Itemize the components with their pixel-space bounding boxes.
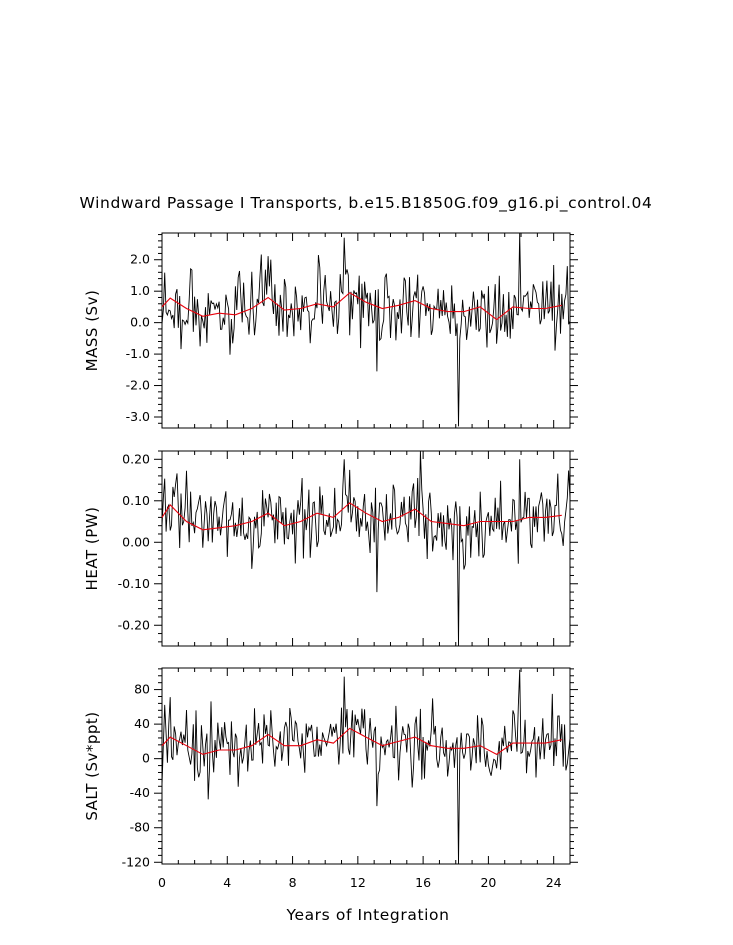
- x-tick-label: 24: [546, 875, 562, 890]
- y-tick-label: 40: [134, 716, 150, 731]
- y-tick-label: 0.10: [122, 493, 150, 508]
- x-tick-label: 12: [350, 875, 366, 890]
- panel-frame: [161, 450, 571, 647]
- x-tick-label: 16: [415, 875, 431, 890]
- y-tick-label: -80: [130, 820, 150, 835]
- y-axis-label-heat: HEAT (PW): [83, 507, 101, 591]
- x-tick-label: 0: [158, 875, 166, 890]
- y-axis-label-mass: MASS (Sv): [83, 290, 101, 372]
- y-tick-label: 80: [134, 682, 150, 697]
- y-tick-label: 1.0: [130, 283, 150, 298]
- y-tick-label: 0.0: [130, 315, 150, 330]
- y-tick-label: -0.20: [118, 617, 150, 632]
- panel-salt: -120 -80 -40 0 40 80 SALT (Sv*ppt): [83, 667, 578, 869]
- series-monthly: [161, 232, 571, 427]
- panel-mass: -3.0 -2.0 -1.0 0.0 1.0 2.0 MASS (Sv): [83, 232, 578, 429]
- y-tick-label: -120: [122, 854, 150, 869]
- y-tick-label: -40: [130, 785, 150, 800]
- x-tick-label: 4: [223, 875, 231, 890]
- y-tick-label: -3.0: [126, 409, 150, 424]
- y-tick-label: 2.0: [130, 252, 150, 267]
- series-annual-mean: [161, 727, 562, 755]
- y-tick-label: -2.0: [126, 378, 150, 393]
- y-tick-label: 0.00: [122, 534, 150, 549]
- chart-title: Windward Passage I Transports, b.e15.B18…: [80, 194, 653, 213]
- x-tick-label: 8: [289, 875, 297, 890]
- series-monthly: [161, 669, 571, 865]
- panel-heat: -0.20 -0.10 0.00 0.10 0.20 HEAT (PW): [83, 450, 578, 647]
- y-tick-label: -1.0: [126, 346, 150, 361]
- series-annual-mean: [161, 292, 562, 321]
- y-tick-label: 0.20: [122, 451, 150, 466]
- x-axis-label: Years of Integration: [285, 906, 449, 924]
- panel-frame: [161, 232, 571, 429]
- y-tick-label: 0: [142, 751, 150, 766]
- series-monthly: [161, 450, 571, 647]
- y-axis-label-salt: SALT (Sv*ppt): [83, 711, 101, 820]
- panel-frame: [161, 667, 571, 865]
- y-tick-label: -0.10: [118, 576, 150, 591]
- series-annual-mean: [161, 502, 562, 531]
- x-tick-label: 20: [480, 875, 496, 890]
